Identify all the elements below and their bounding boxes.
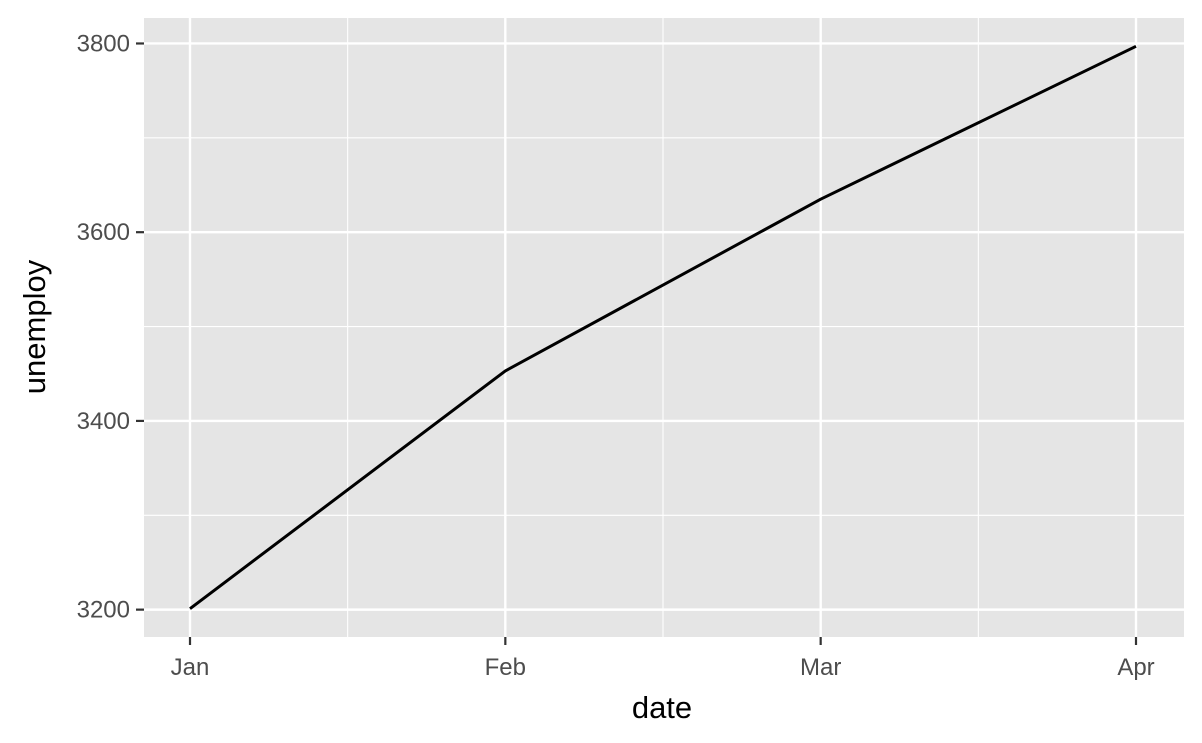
x-tick-label: Feb [485, 654, 526, 681]
y-tick-label: 3400 [77, 408, 130, 435]
x-axis-title: date [632, 690, 692, 725]
x-tick-label: Mar [800, 654, 841, 681]
series-line [189, 44, 1137, 610]
x-axis: Jan Feb Mar Apr [171, 637, 1155, 681]
y-axis: 3200 3400 3600 3800 [77, 30, 144, 624]
y-tick-label: 3600 [77, 219, 130, 246]
y-axis-title: unemploy [17, 259, 52, 394]
x-tick-label: Jan [171, 654, 210, 681]
x-major-gridlines [188, 18, 1138, 637]
x-tick-label: Apr [1117, 654, 1154, 681]
y-major-gridlines [144, 42, 1184, 611]
y-tick-label: 3200 [77, 597, 130, 624]
y-minor-gridlines [144, 137, 1184, 516]
y-tick-label: 3800 [77, 30, 130, 57]
panel-background [144, 18, 1184, 637]
series-layer [189, 44, 1137, 610]
